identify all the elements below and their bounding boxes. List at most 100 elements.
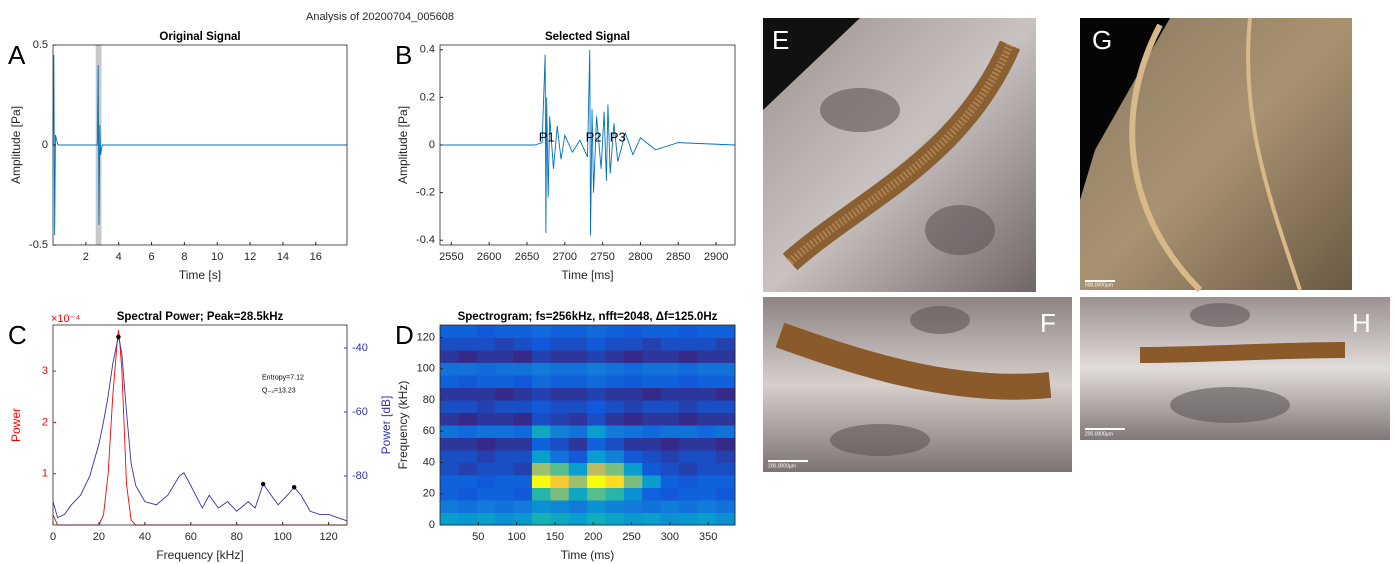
heatmap-cell <box>623 425 643 438</box>
y-tick-label: 2 <box>42 416 48 428</box>
x-tick-label: 10 <box>211 251 223 263</box>
heatmap-cell <box>550 337 570 351</box>
heatmap-cell <box>513 487 533 501</box>
heatmap-cell <box>623 437 643 451</box>
heatmap-cell <box>476 325 496 338</box>
heatmap-cell <box>587 425 607 438</box>
photo-label: E <box>772 25 789 55</box>
heatmap-cell <box>440 475 459 488</box>
heatmap-cell <box>495 450 515 463</box>
y-tick-label: -0.4 <box>416 234 435 246</box>
heatmap-cell <box>495 362 515 376</box>
heatmap-cell <box>679 487 698 501</box>
heatmap-cell <box>587 475 607 488</box>
heatmap-cell <box>531 375 551 388</box>
heatmap-cell <box>440 362 459 376</box>
y-tick-label: 0.2 <box>420 91 435 103</box>
panel-letter: C <box>8 320 27 350</box>
heatmap-cell <box>642 325 662 338</box>
heatmap-cell <box>697 350 717 363</box>
heatmap-cell <box>495 400 515 413</box>
photo-shadow <box>763 18 860 110</box>
heatmap-cell <box>440 437 459 451</box>
heatmap-cell <box>642 375 662 388</box>
heatmap-cell <box>697 362 717 376</box>
heatmap-cell <box>623 337 643 351</box>
heatmap-cell <box>568 512 588 526</box>
heatmap-cell <box>697 500 717 513</box>
x-tick-label: 8 <box>181 251 187 263</box>
axes-box <box>439 324 736 526</box>
heatmap-cell <box>679 512 698 526</box>
heatmap-cell <box>495 350 515 363</box>
heatmap-cell <box>697 400 717 413</box>
heatmap-cell <box>531 387 551 401</box>
heatmap-cell <box>550 425 570 438</box>
plot-area: P1 P2 P3 <box>440 49 736 236</box>
heatmap-cell <box>550 487 570 501</box>
heatmap-cell <box>531 325 551 338</box>
heatmap-cell <box>605 487 625 501</box>
chart-title: Original Signal <box>159 31 240 43</box>
heatmap-cell <box>550 387 570 401</box>
annotation: Entropy=7.12 <box>262 375 304 382</box>
axes-box <box>52 324 348 526</box>
heatmap-cell <box>697 375 717 388</box>
heatmap-cell <box>458 337 478 351</box>
x-axis-label: Time [ms] <box>561 268 613 282</box>
stridulatory-file <box>775 322 1052 400</box>
heatmap-cell <box>587 500 607 513</box>
y2-tick-label: -80 <box>352 470 368 482</box>
heatmap-cell <box>587 350 607 363</box>
heatmap-cell <box>587 375 607 388</box>
x-axis-label: Time [s] <box>179 268 221 282</box>
heatmap-cell <box>660 487 680 501</box>
panel-letter: A <box>8 40 26 70</box>
x-tick-label: 20 <box>93 531 105 543</box>
heatmap-cell <box>642 337 662 351</box>
heatmap-cell <box>458 475 478 488</box>
heatmap-cell <box>458 425 478 438</box>
x-tick-label: 2550 <box>439 251 463 263</box>
heatmap-cell <box>458 375 478 388</box>
heatmap-cell <box>513 512 533 526</box>
heatmap-cell <box>495 375 515 388</box>
series-line <box>440 49 736 236</box>
figure-title: Analysis of 20200704_005608 <box>306 11 454 23</box>
heatmap-cell <box>476 512 496 526</box>
heatmap-cell <box>568 387 588 401</box>
heatmap-cell <box>715 425 736 438</box>
annotation: P2 <box>586 129 602 144</box>
peak-marker <box>260 481 266 487</box>
heatmap-cell <box>440 487 459 501</box>
x-tick-label: 6 <box>148 251 154 263</box>
heatmap-cell <box>495 425 515 438</box>
heatmap-cell <box>623 475 643 488</box>
heatmap-cell <box>679 500 698 513</box>
photo-f: 200.0000µm F <box>763 297 1072 472</box>
annotation: P3 <box>610 129 626 144</box>
heatmap-cell <box>642 362 662 376</box>
heatmap-cell <box>513 350 533 363</box>
heatmap-cell <box>458 362 478 376</box>
x-tick-label: 40 <box>139 531 151 543</box>
series-line <box>52 54 347 236</box>
x-tick-label: 4 <box>116 251 122 263</box>
x-tick-label: 2650 <box>515 251 539 263</box>
y-axis-label: Frequency (kHz) <box>396 381 410 470</box>
x-tick-label: 2700 <box>553 251 577 263</box>
heatmap-cell <box>679 387 698 401</box>
heatmap-cell <box>679 362 698 376</box>
heatmap-cell <box>495 475 515 488</box>
x-tick-label: 100 <box>507 531 525 543</box>
y-tick-label: 40 <box>423 456 435 468</box>
heatmap-cell <box>587 337 607 351</box>
heatmap-cell <box>623 362 643 376</box>
peak-marker <box>116 334 121 340</box>
y2-axis-label: Power [dB] <box>379 396 393 455</box>
plot-area <box>440 325 736 526</box>
heatmap-cell <box>440 412 459 426</box>
heatmap-cell <box>587 362 607 376</box>
x-tick-label: 60 <box>185 531 197 543</box>
